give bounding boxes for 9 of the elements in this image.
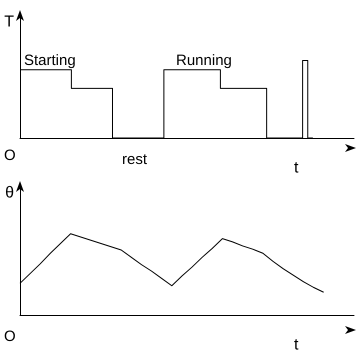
annotation: Running — [176, 52, 232, 69]
text: O — [4, 328, 16, 345]
annotation: Starting — [24, 52, 76, 69]
y-axis-title: T — [4, 14, 14, 30]
y-axis-title: θ — [5, 184, 14, 202]
text: O — [4, 147, 16, 164]
x-axis-title: t — [294, 160, 299, 176]
x-axis-title: t — [294, 336, 299, 353]
text: rest — [122, 151, 148, 168]
